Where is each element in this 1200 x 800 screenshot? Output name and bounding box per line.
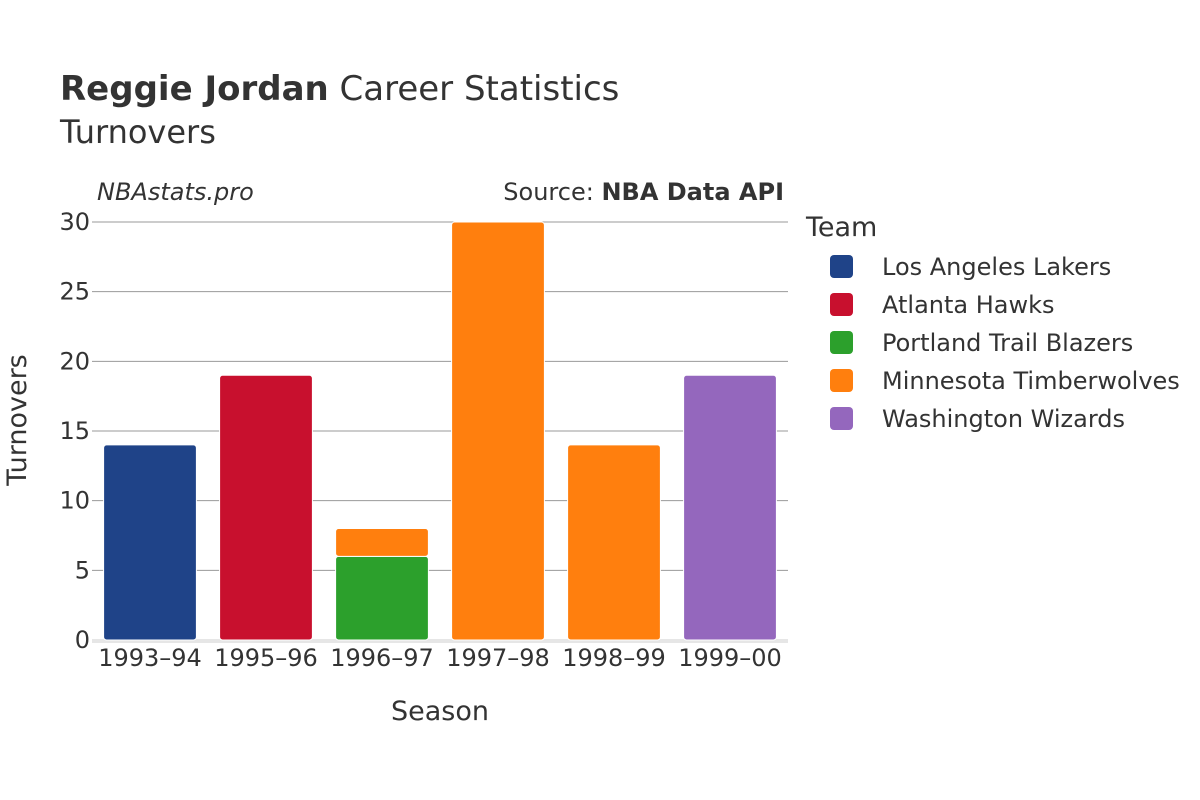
x-tick-label: 1993–94 bbox=[98, 644, 202, 672]
legend-swatch bbox=[830, 331, 853, 354]
x-tick-label: 1998–99 bbox=[562, 644, 666, 672]
y-tick-label: 5 bbox=[75, 556, 90, 584]
bar-segment bbox=[219, 374, 313, 641]
x-tick-label: 1999–00 bbox=[678, 644, 782, 672]
x-tick-label: 1997–98 bbox=[446, 644, 550, 672]
source-label: Source: bbox=[503, 178, 601, 206]
legend-label: Washington Wizards bbox=[882, 405, 1125, 433]
legend-swatch bbox=[830, 293, 853, 316]
source-name: NBA Data API bbox=[601, 178, 784, 206]
y-axis-label: Turnovers bbox=[2, 354, 33, 487]
y-tick-label: 0 bbox=[75, 626, 90, 654]
x-tick-label: 1995–96 bbox=[214, 644, 318, 672]
legend-label: Los Angeles Lakers bbox=[882, 253, 1111, 281]
legend-swatch bbox=[830, 369, 853, 392]
chart-subtitle: Turnovers bbox=[59, 113, 216, 151]
bar-segment bbox=[451, 221, 545, 641]
legend-swatch bbox=[830, 255, 853, 278]
bar-segment bbox=[103, 444, 197, 641]
bar-segment bbox=[567, 444, 661, 641]
x-tick-label: 1996–97 bbox=[330, 644, 434, 672]
y-tick-label: 30 bbox=[59, 208, 90, 236]
bar-layer bbox=[103, 221, 777, 641]
bar-segment bbox=[683, 374, 777, 641]
bar-segment bbox=[335, 528, 429, 557]
legend: Los Angeles Lakers Atlanta Hawks Portland … bbox=[830, 253, 1180, 433]
grid-layer bbox=[92, 221, 788, 643]
y-tick-label: 25 bbox=[59, 278, 90, 306]
tick-layer: 0 5 10 15 20 25 30 1993–94 1995–96 1996–97 1997–98… bbox=[59, 208, 781, 672]
legend-swatch bbox=[830, 407, 853, 430]
y-tick-label: 10 bbox=[59, 487, 90, 515]
legend-label: Atlanta Hawks bbox=[882, 291, 1055, 319]
y-tick-label: 20 bbox=[59, 347, 90, 375]
watermark: NBAstats.pro bbox=[97, 178, 254, 206]
legend-label: Minnesota Timberwolves bbox=[882, 367, 1180, 395]
legend-title: Team bbox=[805, 212, 877, 243]
y-tick-label: 15 bbox=[59, 417, 90, 445]
bar-segment bbox=[335, 555, 429, 641]
chart-title-rest: Career Statistics bbox=[329, 69, 620, 109]
chart-title: Reggie Jordan Career Statistics bbox=[60, 69, 619, 109]
chart-title-bold: Reggie Jordan bbox=[60, 69, 329, 109]
x-axis-label: Season bbox=[391, 696, 489, 727]
source-credit: Source: NBA Data API bbox=[503, 178, 784, 206]
legend-label: Portland Trail Blazers bbox=[882, 329, 1133, 357]
